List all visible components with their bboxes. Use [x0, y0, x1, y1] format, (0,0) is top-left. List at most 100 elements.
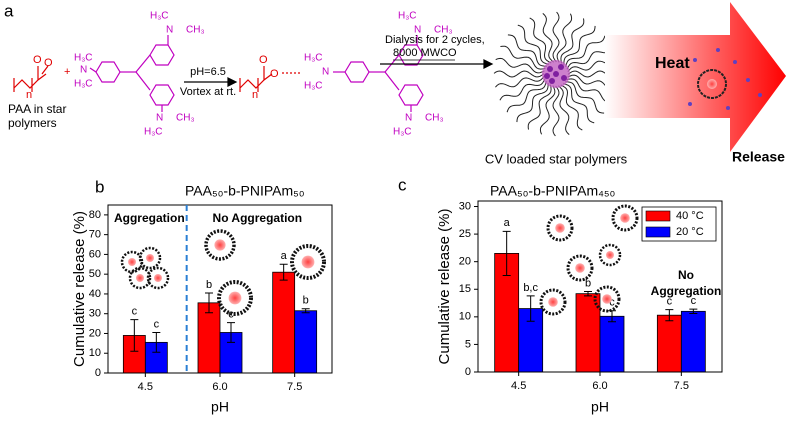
polymer-arm	[565, 35, 606, 67]
significance-letter: c	[154, 318, 160, 330]
reactant-label: polymers	[8, 116, 57, 130]
error-bar	[502, 230, 511, 276]
condition: Vortex at rt.	[180, 86, 236, 98]
atom-label: H₃C	[74, 53, 93, 64]
atom-label: O	[33, 54, 42, 66]
atom-label: CH₃	[425, 113, 444, 124]
micelle	[217, 280, 253, 316]
chart: PAA₅₀-b-PNIPAm₅₀ pH Cumulative release (%)…	[71, 183, 333, 415]
micelle	[290, 244, 326, 280]
polymer-arm	[542, 13, 555, 63]
error-bar	[227, 322, 235, 343]
y-tick-label: 80	[89, 209, 101, 221]
micelle-core	[707, 79, 717, 89]
condition: pH=6.5	[190, 66, 226, 78]
micelle	[593, 285, 621, 313]
atom-label: O	[270, 68, 279, 80]
y-tick-label: 50	[89, 268, 101, 280]
product-label: CV loaded star polymers	[485, 151, 628, 166]
micelle-core	[128, 258, 136, 266]
x-tick-label: 6.0	[212, 381, 227, 393]
error-bar	[130, 319, 139, 352]
atom-label: n	[252, 89, 258, 101]
polymer-arm	[563, 83, 595, 124]
atom-label: H₃C	[393, 127, 412, 138]
y-axis-label: Cumulative release (%)	[71, 211, 88, 367]
dye	[547, 66, 553, 72]
panel-label: b	[95, 177, 104, 196]
charts: PAA₅₀-b-PNIPAm₅₀ pH Cumulative release (%)…	[71, 183, 723, 415]
bar	[294, 310, 318, 374]
y-tick-label: 20	[459, 256, 471, 268]
error-bar	[526, 295, 535, 322]
significance-letter: c	[667, 296, 673, 308]
chart: PAA₅₀-b-PNIPAm₄₅₀ pH Cumulative release (%…	[436, 183, 723, 415]
micelle-core	[555, 223, 565, 233]
polymer-arm	[566, 78, 612, 103]
micelle-core	[301, 255, 315, 269]
atom-label: H₃C	[74, 79, 93, 90]
micelle	[146, 266, 170, 290]
atom-label: N	[80, 65, 87, 76]
bar	[656, 314, 682, 373]
plot-frame	[477, 200, 723, 373]
micelle-core	[136, 274, 144, 282]
atom-label: +	[64, 66, 70, 78]
annotation: No Aggregation	[213, 211, 303, 225]
released-micelle	[697, 69, 727, 99]
polymer-arm	[499, 78, 546, 101]
atom-label: O	[259, 54, 268, 66]
significance-letter: a	[504, 217, 511, 229]
scheme: a PAA in star polymers pH=6.5 Vortex at …	[4, 1, 786, 166]
polymer-arm	[556, 13, 573, 63]
arrows	[184, 59, 494, 87]
micelle	[611, 204, 639, 232]
x-tick-label: 7.5	[674, 380, 689, 392]
bar	[575, 293, 601, 373]
bar	[680, 310, 706, 373]
micelle	[204, 229, 236, 261]
y-tick-label: 0	[465, 366, 471, 378]
error-bar	[301, 308, 310, 314]
y-tick-label: 70	[89, 229, 101, 241]
micelle-core	[606, 251, 614, 259]
condition: Dialysis for 2 cycles,	[385, 34, 485, 46]
significance-letter: b,c	[523, 282, 538, 294]
micelle-core	[602, 294, 612, 304]
polymer-arm	[507, 34, 547, 67]
atom-label: CH₃	[434, 25, 453, 36]
y-tick-label: 20	[89, 327, 101, 339]
annotation: No	[678, 268, 694, 282]
polymer-arm	[529, 17, 552, 64]
atom-label: N	[414, 25, 421, 36]
micelle-core	[146, 254, 154, 262]
micelle	[128, 266, 152, 290]
micelle-core	[620, 213, 630, 223]
y-tick-label: 0	[95, 367, 101, 379]
dye	[544, 73, 550, 79]
significance-letter: b	[585, 277, 591, 289]
x-tick-label: 7.5	[287, 381, 302, 393]
paa-structures	[13, 65, 300, 92]
y-axis-label: Cumulative release (%)	[436, 209, 453, 365]
polymer-arm	[495, 75, 545, 88]
significance-letter: c	[132, 306, 138, 318]
error-bar	[689, 308, 698, 315]
atom-label: H₃C	[398, 11, 417, 22]
atom-label: CH₃	[176, 113, 195, 124]
polymer-arm	[552, 85, 560, 137]
y-tick-label: 10	[459, 311, 471, 323]
atom-label: N	[166, 25, 173, 36]
error-bar	[608, 310, 616, 323]
release-label: Release	[732, 149, 785, 165]
chart-title: PAA₅₀-b-PNIPAm₅₀	[185, 183, 305, 199]
micelle-core	[214, 239, 226, 251]
cv-structures	[89, 35, 424, 112]
y-tick-label: 60	[89, 248, 101, 260]
paa-labels: O On+OOn	[26, 54, 279, 101]
annotation: Aggregation	[651, 284, 722, 298]
polymer-arm	[527, 84, 552, 130]
micelle	[546, 214, 574, 242]
atom-label: N	[405, 113, 412, 124]
x-axis-label: pH	[211, 399, 229, 415]
